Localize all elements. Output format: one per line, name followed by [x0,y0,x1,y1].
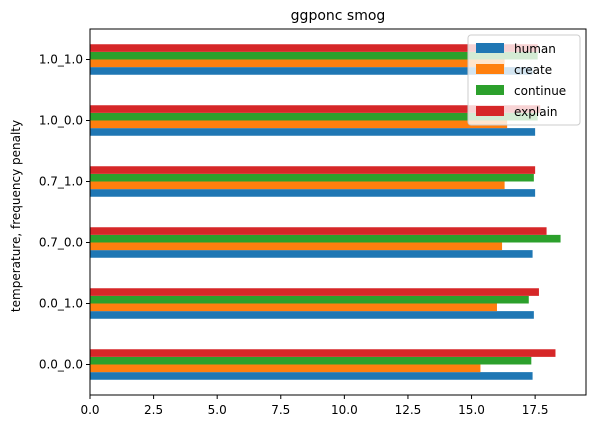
x-tick-label: 5.0 [208,403,227,417]
legend-label-human: human [514,42,556,56]
legend-swatch-human [476,43,504,53]
plot-frame [89,28,587,396]
bars-group [90,44,561,380]
bar-explain-0.7_0.0 [90,227,547,235]
x-tick-label: 12.5 [395,403,422,417]
chart-title: ggponc smog [291,8,386,24]
x-tick-label: 2.5 [144,403,163,417]
legend-swatch-explain [476,106,504,116]
bar-continue-1.0_1.0 [90,51,538,60]
y-axis-label: temperature, frequency penalty [9,120,23,312]
bar-explain-0.7_1.0 [90,166,536,174]
y-tick-label: 0.0_0.0 [39,358,83,372]
x-tick-label: 7.5 [271,403,290,417]
y-tick-label: 0.7_0.0 [39,236,83,250]
bar-create-0.0_0.0 [90,364,481,373]
legend-label-create: create [514,63,552,77]
bar-create-0.7_1.0 [90,181,505,190]
bar-human-0.7_1.0 [90,189,536,197]
legend-swatch-continue [476,85,504,95]
bar-continue-0.7_1.0 [90,173,534,182]
x-tick-label: 0.0 [80,403,99,417]
bar-continue-0.7_0.0 [90,234,561,243]
x-tick-label: 10.0 [331,403,358,417]
y-axis: 0.0_0.0 0.0_1.0 0.7_0.0 0.7_1.0 1.0_0.0 1.0_1… [39,53,90,372]
bar-human-0.0_1.0 [90,311,534,319]
bar-explain-1.0_1.0 [90,44,538,52]
bar-create-0.0_1.0 [90,303,497,312]
bar-explain-1.0_0.0 [90,105,541,113]
legend: human create continue explain [467,34,581,126]
bar-explain-0.0_0.0 [90,349,556,357]
bar-continue-0.0_0.0 [90,356,532,365]
bar-explain-0.0_1.0 [90,288,539,296]
y-tick-label: 0.7_1.0 [39,175,83,189]
x-tick-label: 15.0 [458,403,485,417]
bar-human-0.0_0.0 [90,372,533,380]
bar-continue-1.0_0.0 [90,112,538,121]
legend-label-explain: explain [514,105,558,119]
bar-human-1.0_1.0 [90,67,533,75]
bar-continue-0.0_1.0 [90,295,529,304]
x-axis: 0.0 2.5 5.0 7.5 10.0 12.5 15.0 17.5 [80,395,548,417]
bar-human-0.7_0.0 [90,250,533,258]
legend-swatch-create [476,64,504,74]
bar-create-0.7_0.0 [90,242,503,251]
bar-human-1.0_0.0 [90,128,536,136]
y-tick-label: 1.0_1.0 [39,53,83,67]
y-tick-label: 1.0_0.0 [39,114,83,128]
y-tick-label: 0.0_1.0 [39,297,83,311]
legend-box [467,34,581,126]
bar-create-1.0_1.0 [90,59,505,68]
bar-create-1.0_0.0 [90,120,508,129]
legend-label-continue: continue [514,84,566,98]
x-tick-label: 17.5 [522,403,549,417]
